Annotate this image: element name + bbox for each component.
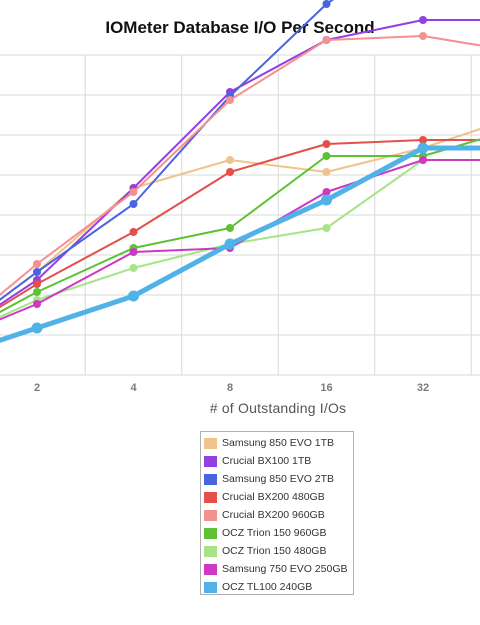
- legend-swatch: [204, 473, 217, 485]
- data-point: [419, 32, 427, 40]
- series-line: [0, 128, 480, 301]
- data-point: [419, 156, 427, 164]
- legend-swatch: [204, 581, 217, 593]
- data-point: [419, 136, 427, 144]
- series-ocz-tl100-240gb: [0, 142, 480, 343]
- legend-swatch: [204, 491, 217, 503]
- data-point: [322, 188, 331, 196]
- data-point: [322, 152, 331, 160]
- data-point: [322, 0, 331, 8]
- legend-item: OCZ Trion 150 480GB: [204, 542, 353, 560]
- legend-swatch: [204, 563, 217, 575]
- series-line: [0, 0, 334, 301]
- x-tick-label: 32: [417, 382, 429, 394]
- line-chart: 2 4 8 16 32: [0, 0, 480, 394]
- legend-item: Samsung 750 EVO 250GB: [204, 560, 353, 578]
- legend-swatch: [204, 509, 217, 521]
- legend-swatch: [204, 455, 217, 467]
- data-point: [129, 188, 138, 196]
- legend-swatch: [204, 545, 217, 557]
- legend-item: Samsung 850 EVO 1TB: [204, 434, 353, 452]
- data-point: [31, 322, 43, 334]
- data-point: [129, 200, 138, 208]
- legend-item: Crucial BX200 480GB: [204, 488, 353, 506]
- data-point: [129, 248, 138, 256]
- legend-label: Samsung 850 EVO 2TB: [222, 473, 335, 485]
- x-axis-title: # of Outstanding I/Os: [209, 400, 347, 416]
- data-point: [419, 16, 427, 24]
- data-point: [322, 168, 331, 176]
- legend-item: Crucial BX200 960GB: [204, 506, 353, 524]
- legend-item: OCZ TL100 240GB: [204, 578, 353, 596]
- legend: Samsung 850 EVO 1TB Crucial BX100 1TB Sams…: [200, 431, 354, 595]
- x-tick-label: 2: [34, 382, 40, 394]
- legend-label: OCZ Trion 150 960GB: [222, 527, 327, 539]
- data-point: [33, 260, 41, 268]
- series-crucial-bx200-960gb: [0, 32, 480, 296]
- data-point: [33, 280, 41, 288]
- legend-label: OCZ Trion 150 480GB: [222, 545, 327, 557]
- data-point: [226, 224, 234, 232]
- data-point: [226, 96, 234, 104]
- data-point: [129, 264, 138, 272]
- data-point: [322, 224, 331, 232]
- data-point: [417, 142, 429, 154]
- data-point: [33, 268, 41, 276]
- legend-label: Crucial BX100 1TB: [222, 455, 312, 467]
- series-crucial-bx200-480gb: [0, 136, 480, 309]
- data-point: [226, 168, 234, 176]
- data-point: [128, 290, 139, 302]
- data-point: [322, 36, 331, 44]
- series-samsung-850-evo-2tb: [0, 0, 334, 301]
- data-point: [226, 156, 234, 164]
- x-tick-label: 8: [227, 382, 233, 394]
- legend-item: OCZ Trion 150 960GB: [204, 524, 353, 542]
- gridlines: [0, 54, 480, 376]
- data-point: [224, 238, 236, 250]
- series-samsung-850-evo-1tb: [0, 128, 480, 301]
- data-point: [33, 288, 41, 296]
- legend-label: Samsung 750 EVO 250GB: [222, 563, 348, 575]
- x-tick-label: 16: [320, 382, 332, 394]
- legend-label: Crucial BX200 960GB: [222, 509, 325, 521]
- legend-swatch: [204, 527, 217, 539]
- legend-item: Samsung 850 EVO 2TB: [204, 470, 353, 488]
- legend-swatch: [204, 437, 217, 449]
- x-tick-label: 4: [130, 382, 137, 394]
- legend-label: Samsung 850 EVO 1TB: [222, 437, 335, 449]
- series-line: [0, 35, 480, 296]
- data-point: [321, 194, 332, 206]
- data-point: [33, 300, 41, 308]
- data-point: [322, 140, 331, 148]
- legend-label: Crucial BX200 480GB: [222, 491, 325, 503]
- series-line: [0, 145, 480, 343]
- legend-label: OCZ TL100 240GB: [222, 581, 313, 593]
- legend-item: Crucial BX100 1TB: [204, 452, 353, 470]
- data-point: [129, 228, 138, 236]
